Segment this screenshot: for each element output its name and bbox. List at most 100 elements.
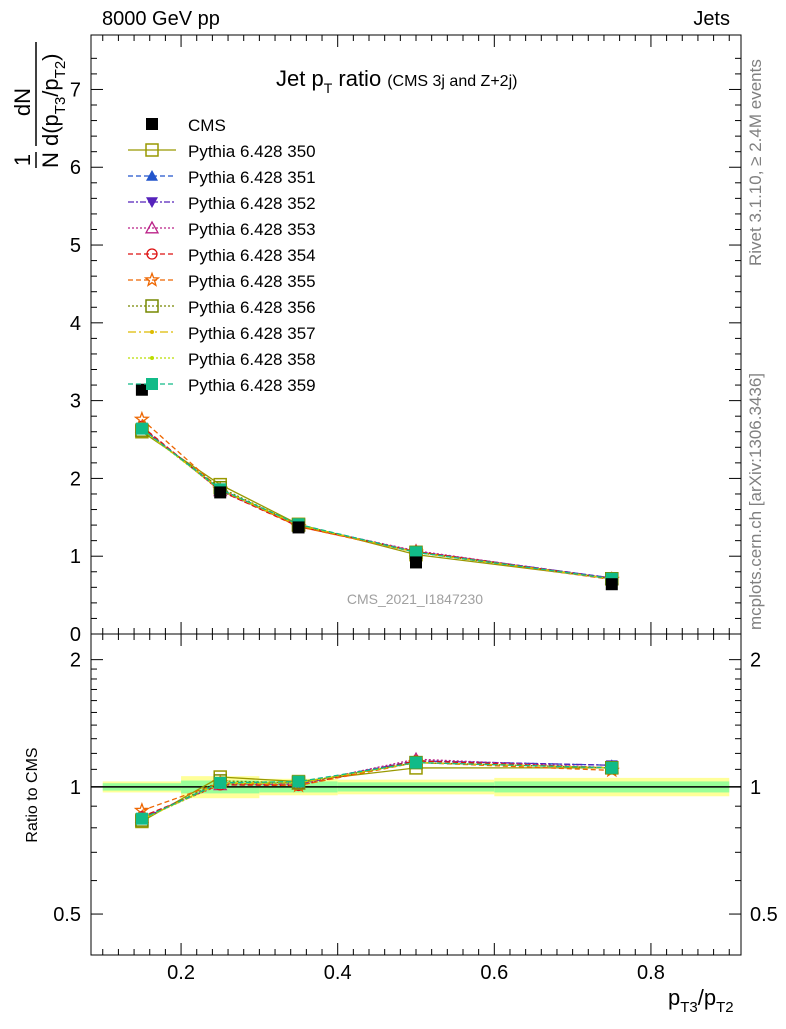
legend-marker [150,330,154,334]
series-main-10 [135,422,618,585]
legend-label-cms: CMS [188,116,226,135]
cms-data-point [605,578,618,591]
series-line [141,427,612,579]
x-tick-label: 0.4 [324,962,352,984]
y-tick-label-ratio-right: 2 [750,650,761,672]
y-axis-title-num: 1 [10,154,35,166]
series-ratio-point [214,776,227,789]
y-axis-title-part: /p [38,78,63,96]
legend-label: Pythia 6.428 358 [188,350,316,369]
series-ratio-point [135,812,148,825]
legend-label: Pythia 6.428 353 [188,220,316,239]
y-tick-label-main: 0 [70,624,81,646]
series-main-1 [135,424,619,586]
legend-label: Pythia 6.428 351 [188,168,316,187]
legend-marker [146,378,158,390]
y-tick-label-ratio-left: 0.5 [53,904,81,926]
y-axis-title-part: ) [38,53,63,60]
x-tick-label: 0.2 [167,962,195,984]
series-main-7 [135,423,619,586]
series-main-5 [136,420,618,585]
legend-marker [144,220,160,234]
series-main-4 [134,419,619,585]
collider-label: 8000 GeV pp [102,8,220,30]
series-line [141,428,612,580]
legend-marker [145,143,159,157]
y-axis-title-den: N [38,152,63,168]
series-line [141,431,612,580]
y-tick-label-main: 7 [70,79,81,101]
y-tick-label-main: 5 [70,235,81,257]
y-tick-label-ratio-left: 1 [70,777,81,799]
legend-label: Pythia 6.428 355 [188,272,316,291]
legend-marker [146,197,158,208]
plot-title-rest: ratio [332,66,381,91]
y-axis-title-ratio: Ratio to CMS [24,747,41,842]
series-line [141,418,612,581]
legend-label: Pythia 6.428 352 [188,194,316,213]
cms-data-point [214,486,227,499]
plot-title-note: (CMS 3j and Z+2j) [387,73,517,90]
legend-marker [146,170,158,181]
rivet-version-label: Rivet 3.1.10, ≥ 2.4M events [746,59,765,266]
series-main-3 [135,423,618,584]
series-line [141,425,612,580]
series-main-2 [135,421,618,583]
legend-marker [146,248,158,260]
x-axis-title-part: T3 [680,999,698,1016]
y-axis-title-part: d(p [38,114,63,146]
cms-data-point [135,383,148,396]
series-line [141,426,612,580]
legend-marker [150,356,154,360]
y-tick-label-ratio-right: 1 [750,777,761,799]
y-tick-label-ratio-left: 2 [70,650,81,672]
legend-label: Pythia 6.428 354 [188,246,316,265]
mcplots-label: mcplots.cern.ch [arXiv:1306.3436] [746,372,765,630]
series-line [141,428,612,580]
x-axis-title-part: p [668,985,680,1010]
y-tick-label-main: 2 [70,468,81,490]
legend-label: Pythia 6.428 356 [188,298,316,317]
y-axis-ticks-ratio: 0.5 0.5 1 1 2 2 [53,650,778,926]
series-ratio-point [410,756,422,769]
series-line [141,428,612,579]
x-tick-label: 0.6 [480,962,508,984]
cms-data-point [292,521,305,534]
x-axis-ticks: 0.2 0.4 0.6 0.8 [102,35,730,984]
legend: CMS Pythia 6.428 350 Pythia 6.428 351 Pythi… [128,116,316,395]
legend-label: Pythia 6.428 350 [188,142,316,161]
legend-marker [145,299,159,313]
process-label: Jets [693,8,730,30]
x-tick-label: 0.8 [637,962,665,984]
series-line [141,429,612,580]
x-axis-title-part: /p [698,985,716,1010]
plot-title-main: Jet p [276,66,324,91]
series-point [133,410,151,427]
legend-marker [143,271,161,287]
y-axis-title-dn: dN [10,88,35,116]
legend-label: Pythia 6.428 357 [188,324,316,343]
series-ratio-point [292,775,305,788]
x-axis-title: pT3/pT2 [668,985,734,1016]
y-axis-title-part: T3 [52,97,69,115]
series-main-9 [139,427,614,581]
y-axis-title-derivative: d(pT3/pT2) [38,53,69,146]
y-tick-label-main: 3 [70,391,81,413]
y-axis-title-part: T2 [52,61,69,79]
series-ratio-point [605,761,618,774]
series-main-8 [139,427,614,581]
y-tick-label-main: 1 [70,546,81,568]
cms-data [135,383,618,591]
y-tick-label-main: 4 [70,313,81,335]
series-point [135,422,148,435]
cms-data-point [410,556,422,569]
plot-title-subscript: T [324,80,333,96]
series-ratio-10 [135,756,618,825]
analysis-watermark: CMS_2021_I1847230 [347,591,483,607]
series-point [410,546,422,559]
x-axis-title-part: T2 [716,999,734,1016]
legend-marker-cms [146,118,158,130]
y-tick-label-main: 6 [70,157,81,179]
